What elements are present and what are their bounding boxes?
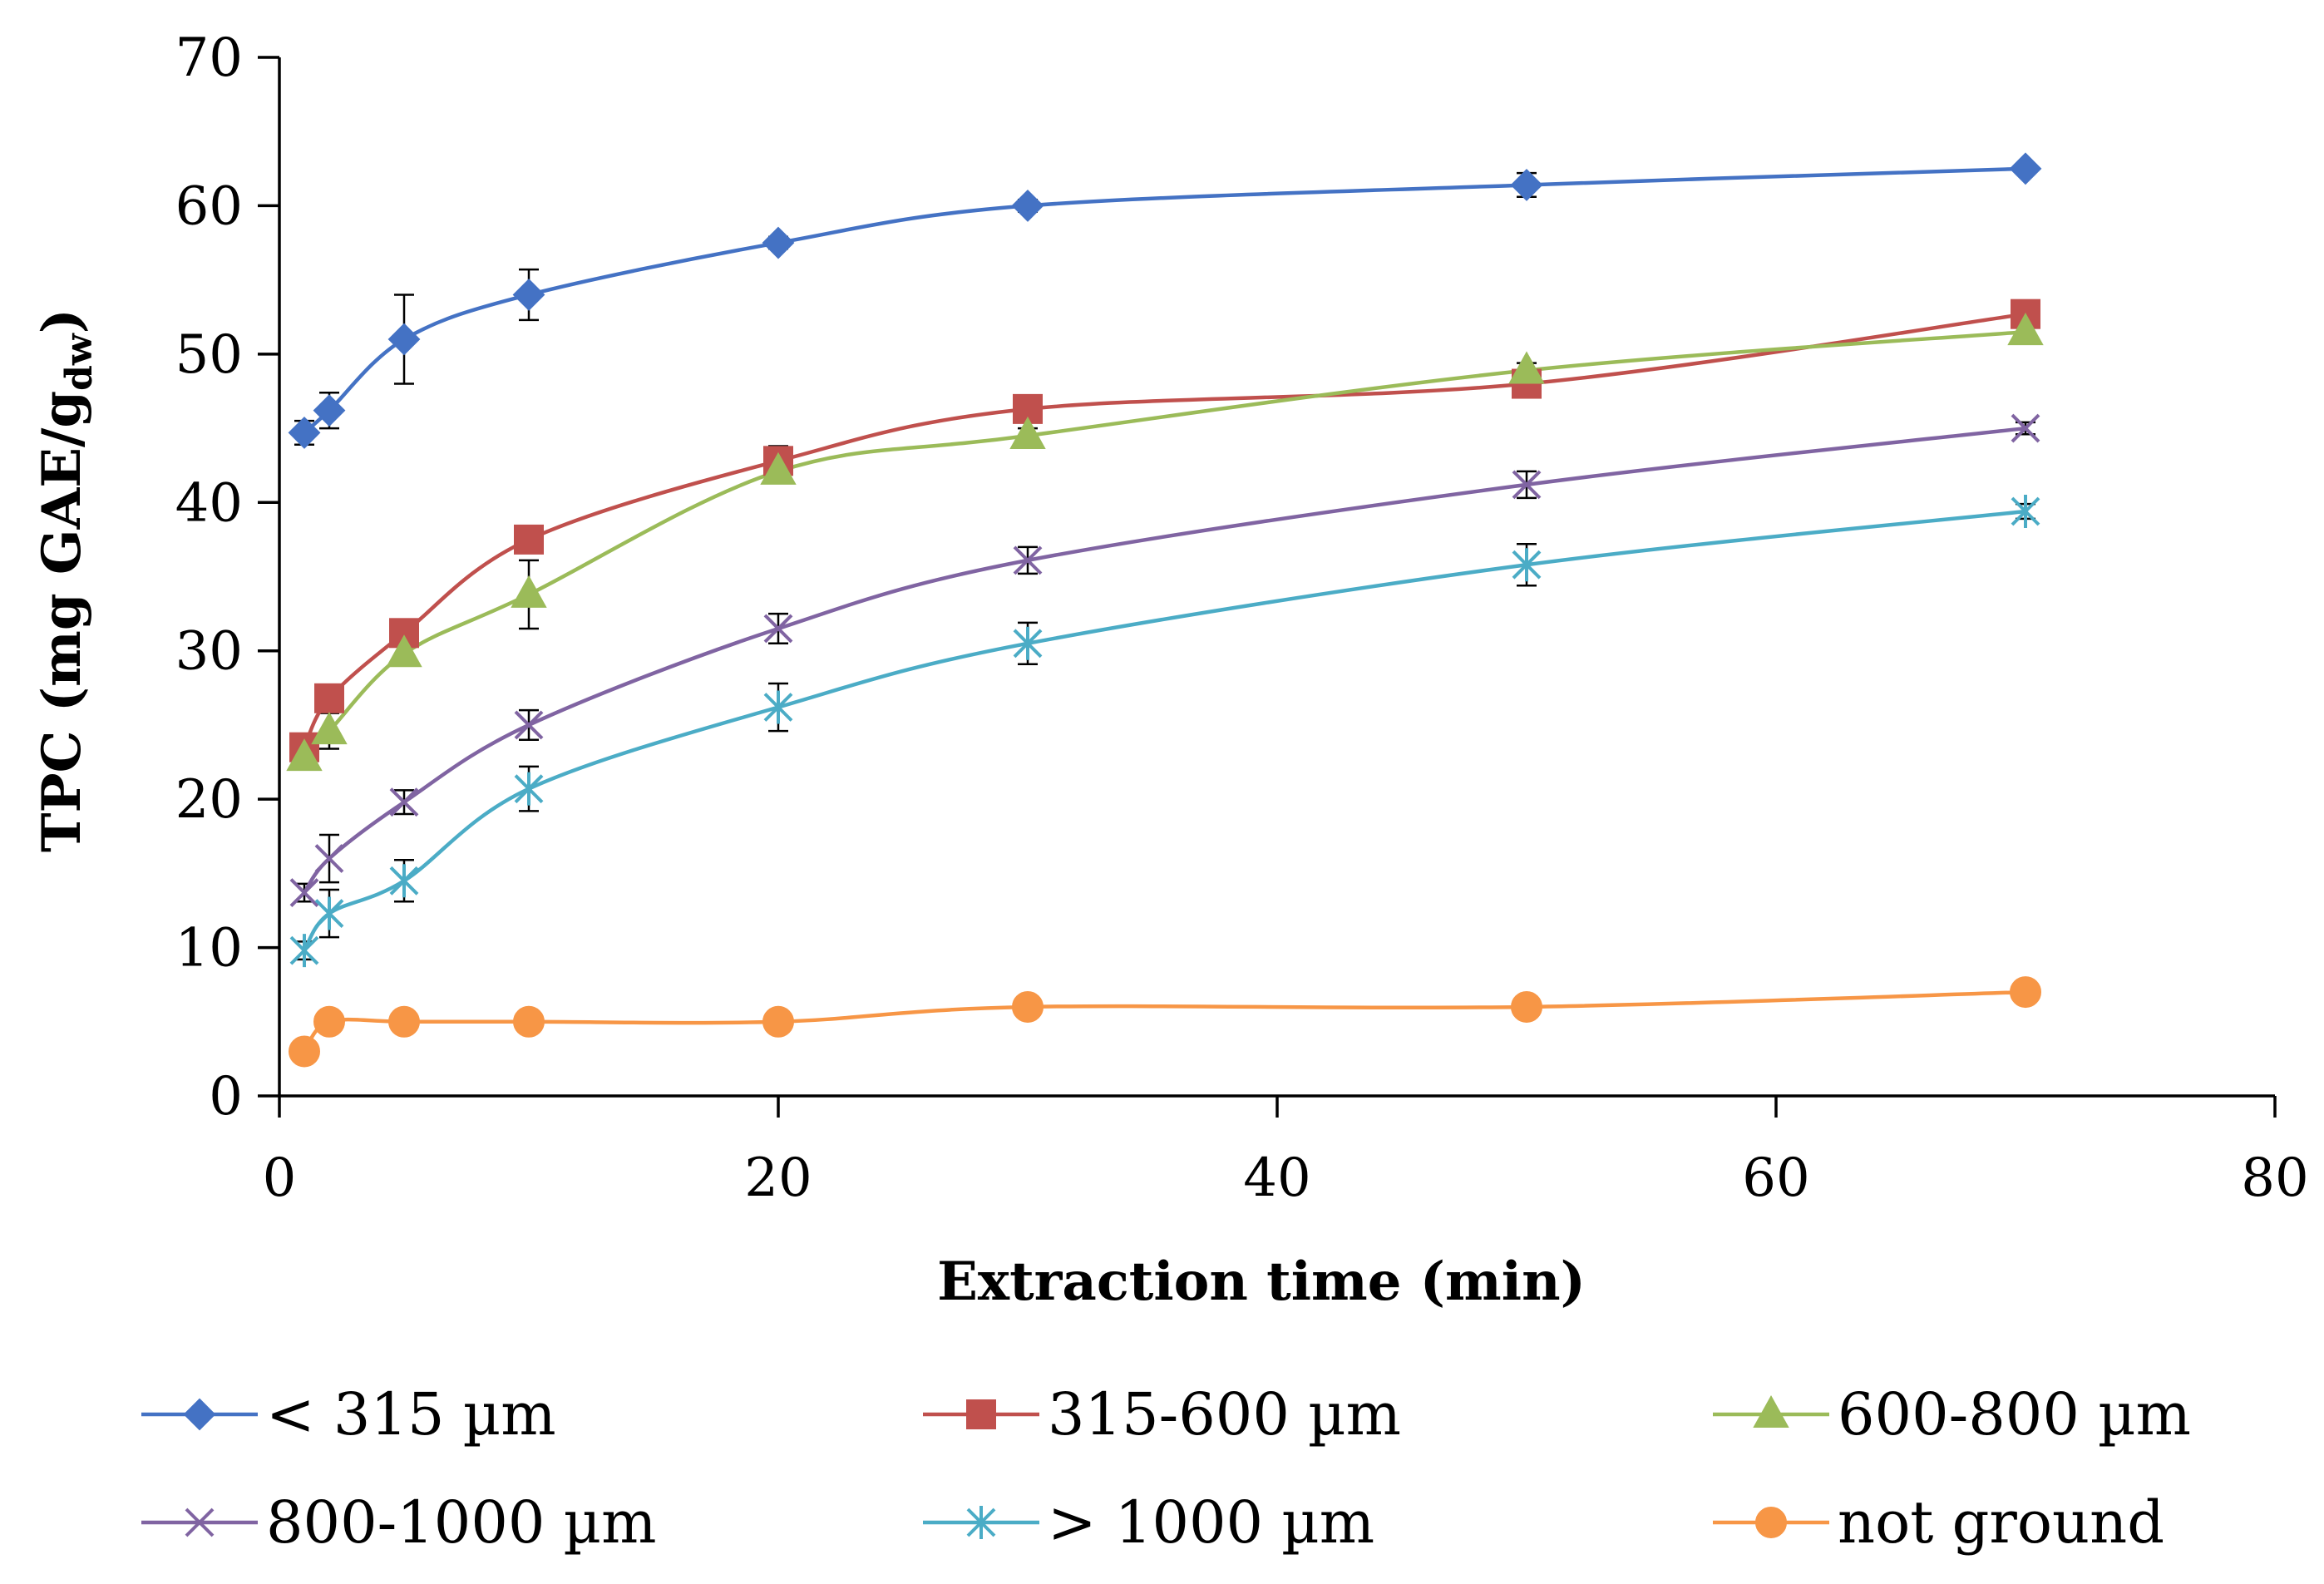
legend-item: 600-800 µm: [1713, 1380, 2191, 1448]
data-point: [289, 934, 319, 968]
data-point: [1512, 548, 1542, 582]
data-point: [2011, 413, 2040, 443]
legend-marker: [966, 1399, 996, 1429]
data-point: [311, 712, 348, 745]
series-line: [303, 426, 2026, 894]
data-point: [2007, 313, 2044, 346]
y-tick-label: 20: [175, 769, 243, 831]
series-group: [302, 166, 2026, 1053]
data-point: [1012, 990, 1044, 1023]
data-point: [313, 1005, 345, 1038]
series-line: [302, 312, 2026, 748]
data-point: [288, 417, 321, 449]
data-point: [760, 452, 797, 485]
legend-marker: [1755, 1507, 1787, 1538]
data-point: [762, 226, 795, 259]
data-point: [514, 524, 544, 555]
data-point: [314, 683, 344, 713]
x-tick-label: 0: [263, 1147, 297, 1209]
legend-label: > 1000 µm: [1048, 1488, 1374, 1557]
data-point: [388, 1005, 420, 1038]
series-line: [303, 989, 2026, 1053]
data-point: [2009, 152, 2042, 185]
legend-item: not ground: [1713, 1488, 2164, 1557]
y-tick-label: 10: [175, 918, 243, 980]
data-point: [314, 896, 344, 930]
data-point: [514, 710, 544, 740]
data-point: [389, 787, 419, 817]
data-point: [286, 738, 323, 772]
legend: < 315 µm 315-600 µm 600-800 µm 800-1000 µm >…: [141, 1380, 2191, 1557]
legend-marker: [1753, 1394, 1789, 1428]
legend-label: < 315 µm: [266, 1380, 556, 1448]
y-tick-label: 60: [175, 175, 243, 237]
legend-marker: [183, 1398, 216, 1431]
y-axis-title: TPC (mg GAE/gdw): [31, 308, 101, 852]
y-tick-label: 0: [209, 1066, 243, 1128]
axes: [258, 56, 2277, 1118]
data-point: [1508, 351, 1545, 384]
legend-item: 315-600 µm: [923, 1380, 1401, 1448]
x-tick-label: 80: [2241, 1147, 2308, 1209]
data-point: [1013, 626, 1043, 660]
legend-label: 600-800 µm: [1838, 1380, 2191, 1448]
error-bars: [294, 163, 2035, 961]
markers: [286, 152, 2044, 1068]
legend-marker: [185, 1508, 215, 1537]
data-point: [763, 690, 793, 724]
data-point: [1011, 190, 1044, 222]
data-point: [763, 614, 793, 644]
legend-marker: [966, 1506, 996, 1539]
legend-item: < 315 µm: [141, 1380, 556, 1448]
data-point: [386, 634, 422, 668]
data-point: [2011, 494, 2040, 528]
legend-item: > 1000 µm: [923, 1488, 1374, 1557]
data-point: [762, 1005, 794, 1038]
data-point: [2010, 976, 2041, 1009]
data-point: [513, 1005, 545, 1038]
data-point: [1510, 169, 1543, 201]
data-point: [514, 772, 544, 806]
data-point: [389, 864, 419, 898]
y-axis-title-subscript: dw: [58, 333, 101, 391]
data-point: [511, 575, 547, 608]
y-tick-label: 50: [175, 324, 243, 386]
data-point: [289, 1035, 320, 1068]
y-tick-label: 40: [175, 472, 243, 534]
legend-label: 315-600 µm: [1048, 1380, 1401, 1448]
data-point: [314, 844, 344, 873]
data-point: [313, 394, 346, 427]
y-axis-title-main: TPC (mg GAE/g: [31, 391, 93, 852]
series-line: [303, 329, 2026, 759]
data-point: [1009, 416, 1046, 449]
tick-labels: 0 10 20 30 40 50 60 70 0 20 40 60 80: [175, 27, 2309, 1209]
data-point: [1511, 990, 1542, 1023]
data-point: [387, 323, 421, 356]
x-axis-title: Extraction time (min): [937, 1251, 1586, 1313]
data-point: [512, 279, 545, 311]
series-line: [303, 166, 2026, 435]
x-tick-label: 60: [1742, 1147, 1809, 1209]
legend-label: 800-1000 µm: [266, 1488, 657, 1557]
legend-item: 800-1000 µm: [141, 1488, 657, 1557]
data-point: [1013, 545, 1043, 575]
x-tick-label: 40: [1243, 1147, 1310, 1209]
y-axis-title-close: ): [31, 308, 93, 333]
data-point: [289, 878, 319, 907]
x-tick-label: 20: [744, 1147, 812, 1209]
legend-label: not ground: [1838, 1488, 2164, 1557]
y-tick-label: 30: [175, 621, 243, 683]
data-point: [1512, 470, 1542, 500]
y-tick-label: 70: [175, 27, 243, 89]
